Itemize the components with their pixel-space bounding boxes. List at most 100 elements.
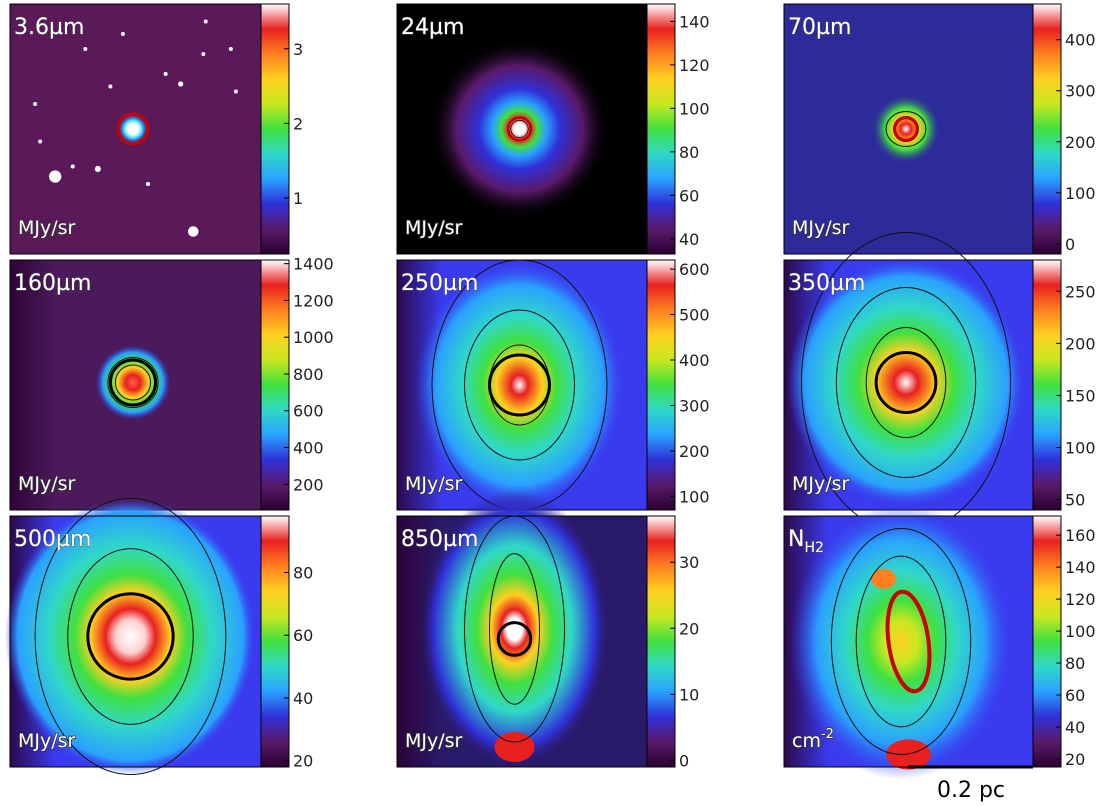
colorbar-tick-label: 200: [1065, 133, 1096, 152]
aperture-circle: [496, 621, 533, 657]
colorbar-tick-label: 600: [679, 260, 710, 279]
point-source: [94, 165, 101, 173]
colorbar-tick-label: 100: [1065, 622, 1096, 641]
panel-7: 500µm MJy/sr 20 40 60 80: [4, 497, 313, 776]
colorbar-tick-label: 1000: [293, 328, 334, 347]
colorbar-tick-label: 80: [1065, 654, 1085, 673]
unit-label: MJy/sr: [18, 730, 76, 752]
colorbar-tick-label: 250: [1065, 282, 1096, 301]
colorbar-tick-label: 150: [1065, 386, 1096, 405]
panel-label: 70µm: [788, 15, 851, 40]
aperture-circle: [893, 116, 919, 142]
panel-2: 24µm MJy/sr 40 60 80 100 120 140: [396, 3, 710, 255]
colorbar-tick-label: 100: [1065, 439, 1096, 458]
unit-label: MJy/sr: [792, 473, 850, 495]
colorbar-tick-label: 3: [293, 40, 303, 59]
colorbar-tick-label: 40: [679, 230, 699, 249]
scalebar: 0.2 pc: [908, 765, 1033, 803]
point-source: [38, 139, 43, 144]
aperture-circle: [108, 358, 158, 407]
source-emission: [117, 114, 149, 144]
colorbar-tick-label: 0: [679, 751, 689, 770]
colorbar-tick-label: 800: [293, 365, 324, 384]
contour-line: [510, 119, 529, 139]
source-emission: [429, 39, 610, 219]
colorbar-tick-label: 300: [679, 396, 710, 415]
contour-line: [34, 497, 227, 776]
contour-line: [464, 309, 575, 461]
colorbar-tick-label: 20: [1065, 750, 1085, 769]
panel-label: 500µm: [14, 527, 91, 552]
colorbar-tick-label: 1: [293, 189, 303, 208]
colorbar-tick-label: 200: [293, 475, 324, 494]
colorbar-tick-label: 120: [1065, 590, 1096, 609]
unit-label: MJy/sr: [18, 473, 76, 495]
panel-5: 250µm MJy/sr 100 200 300 400 500 600: [396, 259, 710, 511]
panel-label: 250µm: [401, 271, 478, 296]
source-emission: [886, 739, 931, 770]
colorbar-tick-label: 100: [1065, 184, 1096, 203]
source-emission: [786, 257, 1026, 508]
colorbar-tick-label: 10: [679, 685, 699, 704]
colorbar-tick-label: 0: [1065, 235, 1075, 254]
colorbar: [646, 515, 676, 768]
source-emission: [871, 94, 941, 164]
unit-label: MJy/sr: [405, 217, 463, 239]
colorbar-tick-label: 50: [1065, 491, 1085, 510]
aperture-circle: [86, 592, 175, 681]
panel-4: 160µm MJy/sr 200 400 600 800 1000 1200 1400: [9, 255, 334, 511]
colorbar-tick-label: 30: [679, 553, 699, 572]
point-source: [228, 47, 233, 51]
colorbar-tick-label: 40: [293, 689, 313, 708]
contour-line: [67, 548, 194, 725]
contour-line: [835, 287, 977, 478]
panel-1: 3.6µm MJy/sr 1 2 3: [9, 3, 303, 255]
unit-label-sup: -2: [821, 727, 834, 742]
aperture-ellipse: [885, 589, 932, 694]
unit-label: MJy/sr: [405, 473, 463, 495]
colorbar: [260, 3, 290, 255]
colorbar-tick-label: 400: [679, 351, 710, 370]
source-emission: [871, 568, 897, 589]
colorbar-tick-label: 20: [293, 752, 313, 771]
panel-8: 850µm MJy/sr 0 10 20 30: [396, 490, 699, 770]
colorbar-tick-label: 100: [679, 487, 710, 506]
point-source: [120, 32, 125, 36]
colorbar: [1032, 515, 1062, 768]
source-emission: [494, 731, 535, 762]
aperture-circle: [506, 116, 533, 142]
aperture-circle: [488, 353, 551, 417]
point-source: [203, 19, 208, 24]
colorbar-tick-label: 600: [293, 402, 324, 421]
colorbar-tick-label: 1400: [293, 255, 334, 274]
unit-label: MJy/sr: [792, 217, 850, 239]
colorbar-tick-label: 200: [679, 442, 710, 461]
panel-label: 24µm: [401, 15, 464, 40]
colorbar-tick-label: 160: [1065, 526, 1096, 545]
point-source: [83, 47, 88, 51]
point-source: [108, 84, 113, 89]
colorbar: [260, 259, 290, 511]
point-source: [70, 164, 75, 169]
colorbar: [1032, 3, 1062, 255]
point-source: [49, 170, 62, 183]
point-source: [201, 52, 206, 56]
source-emission: [414, 260, 625, 510]
panel-label: 3.6µm: [14, 15, 84, 40]
point-source: [163, 72, 168, 76]
colorbar-tick-label: 140: [679, 12, 710, 31]
contour-line: [865, 327, 947, 438]
contour-line: [489, 553, 540, 705]
colorbar-tick-label: 100: [679, 99, 710, 118]
contour-line: [885, 111, 927, 147]
panel-3: 70µm MJy/sr 0 100 200 300 400: [783, 3, 1096, 255]
colorbar: [1032, 259, 1062, 511]
contour-line: [855, 555, 947, 728]
colorbar-tick-label: 400: [293, 439, 324, 458]
colorbar-tick-label: 20: [679, 619, 699, 638]
panel-label: 850µm: [401, 527, 478, 552]
panel-label-sub: H2: [804, 540, 823, 556]
source-emission: [4, 498, 256, 775]
source-emission: [95, 345, 171, 420]
